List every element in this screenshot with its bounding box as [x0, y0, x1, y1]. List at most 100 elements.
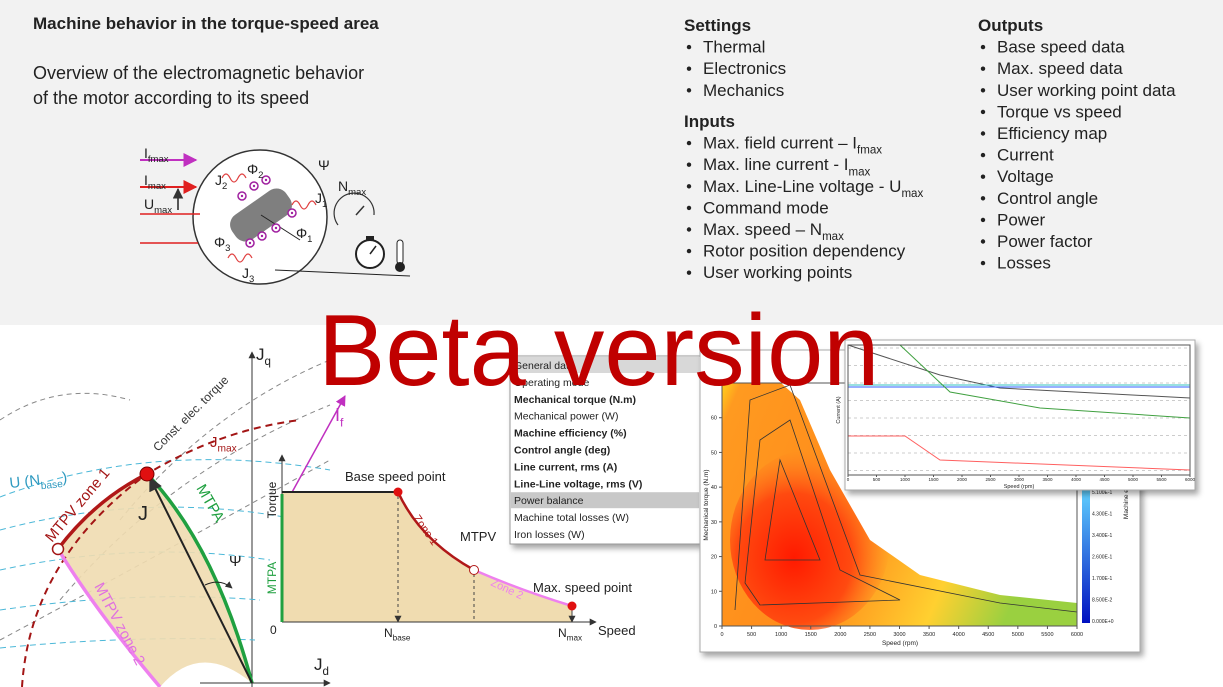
label-text: MTPV [460, 529, 496, 544]
label-subscript: 1 [307, 234, 312, 245]
torque-speed-label: MTPV [460, 529, 496, 544]
x-tick-label: 4000 [953, 632, 965, 638]
x-tick-label: 1500 [805, 632, 817, 638]
label-text: Φ [247, 161, 258, 177]
torque-speed-label: MTPA [265, 562, 279, 594]
bullet [980, 109, 986, 115]
bullet [686, 205, 692, 211]
label-subscript: 2 [222, 181, 227, 192]
bullet [686, 184, 692, 189]
bullet [980, 239, 986, 244]
label-subscript: base [393, 634, 411, 643]
x-axis-label: Speed (rpm) [1004, 484, 1035, 490]
label-text: U (N [9, 472, 41, 492]
colorbar-tick-label: 2.600E-1 [1092, 555, 1113, 561]
bullet [686, 140, 692, 146]
x-tick-label: 6000 [1185, 477, 1196, 482]
bullet [980, 88, 986, 93]
label-text: J [314, 655, 323, 674]
angle-arc [204, 581, 233, 589]
y-tick-label: 50 [711, 450, 717, 456]
y-tick-label: 30 [711, 520, 717, 526]
y-tick-label: 0 [714, 624, 717, 630]
list-item: User working points [703, 263, 852, 282]
torque-curve [59, 404, 331, 601]
mtpv-point [469, 565, 479, 575]
label-subscript: 2 [258, 170, 263, 181]
coil-symbol [264, 178, 268, 182]
thermometer [396, 239, 404, 265]
bullet [980, 66, 986, 71]
vector-diagram-label: Jq [256, 345, 271, 368]
label-text: Max. speed point [533, 580, 632, 595]
list-item: Electronics [703, 59, 786, 78]
x-tick-label: 5500 [1041, 632, 1053, 638]
bullet [686, 270, 692, 275]
vector-diagram-label: Jd [314, 655, 329, 678]
top-panel [0, 0, 1223, 325]
label-text: N [558, 626, 567, 640]
torque-curve [0, 459, 331, 641]
menu-item: Iron losses (W) [514, 529, 585, 541]
torque-speed-label: Speed [598, 623, 636, 638]
label-text: J [210, 434, 218, 451]
x-tick-label: 1000 [900, 477, 911, 482]
list-item: Max. Line-Line voltage - Umax [703, 177, 923, 200]
label-text: Speed [598, 623, 636, 638]
operating-region [58, 474, 252, 687]
label-subscript: fmax [857, 145, 882, 157]
vector-diagram-label: Const. elec. torque [150, 373, 231, 454]
list-item: User working point data [997, 81, 1176, 100]
menu-item: Power balance [514, 495, 584, 507]
x-tick-label: 5500 [1156, 477, 1167, 482]
bullet [686, 162, 692, 167]
x-tick-label: 6000 [1071, 632, 1083, 638]
label-subscript: max [348, 187, 366, 198]
menu-highlight [511, 357, 699, 373]
label-text: J [256, 345, 265, 364]
motor-label: Imax [144, 172, 166, 192]
bullet [980, 217, 986, 223]
label-text: Rotor position dependency [703, 242, 906, 261]
torque-curve [119, 359, 331, 521]
label-text: I [335, 405, 340, 425]
label-text: MTPA [193, 482, 228, 526]
slide-title: Machine behavior in the torque-speed are… [33, 14, 379, 33]
menu-highlight [511, 492, 699, 509]
bullet [686, 248, 692, 254]
motor-label: Φ3 [214, 234, 230, 254]
label-text: N [338, 178, 348, 194]
label-text: Base speed point [345, 469, 446, 484]
motor-label: Φ2 [247, 161, 263, 181]
motor-label: Nmax [338, 178, 366, 198]
point-mtpv [51, 542, 65, 556]
list-item: Control angle [997, 189, 1098, 208]
menu-item: Control angle (deg) [514, 445, 610, 457]
y-axis-label: Current (A) [836, 396, 842, 423]
label-text: MTPA [265, 562, 279, 594]
motor-label: Umax [144, 196, 172, 216]
torque-speed-label: Torque [265, 481, 279, 518]
coil-symbol [290, 211, 294, 215]
label-text: J [215, 172, 222, 188]
bullet [686, 66, 692, 71]
label-text: Max. line current - I [703, 155, 849, 174]
y-tick-label: 60 [711, 416, 717, 422]
list-title: Settings [684, 16, 751, 35]
vector-diagram-label: If [335, 405, 344, 429]
label-text: Φ [296, 225, 307, 241]
list-item: Max. field current – Ifmax [703, 134, 882, 157]
list-item: Max. speed data [997, 59, 1123, 78]
label-text: 0 [270, 623, 277, 637]
label-subscript: 1 [322, 199, 327, 210]
label-text: Const. elec. torque [150, 373, 231, 454]
coil-symbol [252, 184, 256, 188]
colorbar-tick-label: 3.400E-1 [1092, 533, 1113, 539]
x-tick-label: 500 [747, 632, 756, 638]
label-subscript: max [154, 205, 172, 216]
coil-symbol [248, 241, 252, 245]
x-tick-label: 1000 [775, 632, 787, 638]
coil-symbol [260, 234, 264, 238]
list-item: Mechanics [703, 81, 784, 100]
